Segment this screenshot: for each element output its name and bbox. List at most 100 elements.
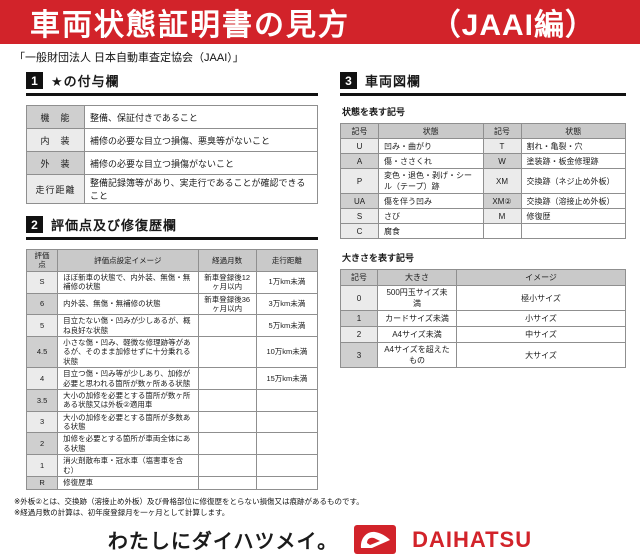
score-cell: 4.5 — [25, 335, 59, 369]
page-footer: わたしにダイハツメイ。 DAIHATSU — [0, 522, 640, 554]
score-cell: 2 — [25, 432, 59, 456]
daihatsu-wordmark: DAIHATSU — [412, 526, 533, 552]
symbol-cell: P — [340, 168, 379, 194]
table-row: 4 目立つ傷・凹み等が少しあり、加修が必要と思われる箇所が数ヶ所ある状態 15万… — [25, 367, 319, 390]
distance-cell — [255, 475, 319, 490]
state-cell: さび — [378, 208, 484, 224]
image-cell: 大サイズ — [456, 342, 626, 368]
desc-cell: 修復歴車 — [57, 475, 199, 490]
distance-cell: 1万km未満 — [255, 270, 319, 294]
daihatsu-slogan: わたしにダイハツメイ。 — [107, 531, 339, 554]
months-cell: 新車登録後12ヶ月以内 — [197, 270, 257, 294]
state-cell: 塗装跡・板金修理跡 — [520, 153, 626, 169]
section3-title: 車両図欄 — [365, 74, 422, 89]
table-row: 3.5 大小の加修を必要とする箇所が数ヶ所ある状態又は外板②適用車 — [25, 388, 319, 412]
table-row: 外 装 補修の必要な目立つ損傷がないこと — [26, 151, 318, 175]
score-cell: 5 — [25, 314, 59, 337]
desc-cell: 内外装、無傷・無補修の状態 — [57, 292, 199, 316]
criteria-label: 機 能 — [26, 105, 85, 129]
table-row: 6 内外装、無傷・無補修の状態 新車登録後36ヶ月以内 3万km未満 — [25, 292, 319, 316]
state-cell: 修復歴 — [520, 208, 626, 224]
state-cell: 交換跡（ネジ止め外板） — [520, 168, 626, 194]
image-cell: 極小サイズ — [456, 285, 626, 311]
desc-cell: 消火剤散布車・冠水車（塩害車を含む） — [57, 454, 199, 477]
table-row: 2 加修を必要とする箇所が車両全体にある状態 — [25, 432, 319, 456]
section3-number-badge: 3 — [340, 72, 357, 89]
table-row: A 傷・ささくれ W 塗装跡・板金修理跡 — [340, 153, 626, 169]
section2-number-badge: 2 — [26, 216, 43, 233]
footnote-line: ※経過月数の計算は、初年度登録月を一ヶ月として計算します。 — [14, 508, 230, 518]
distance-cell — [255, 432, 319, 456]
months-cell — [197, 388, 257, 412]
symbol-cell: A — [340, 153, 379, 169]
footnote-line: ※外板②とは、交換跡（溶接止め外板）及び骨格部位に修復歴をとらない損傷又は痕跡が… — [14, 496, 364, 506]
table-row: UA 傷を伴う凹み XM② 交換跡（溶接止め外板） — [340, 193, 626, 209]
size-cell: A4サイズを超えたもの — [377, 342, 457, 368]
size-cell: 500円玉サイズ未満 — [377, 285, 457, 311]
symbol-cell: 0 — [340, 285, 378, 311]
table-row: 3 大小の加修を必要とする箇所が多数ある状態 — [25, 410, 319, 434]
star-criteria-table: 機 能 整備、保証付きであること 内 装 補修の必要な目立つ損傷、悪臭等がないこ… — [26, 105, 318, 204]
table-row: 内 装 補修の必要な目立つ損傷、悪臭等がないこと — [26, 128, 318, 152]
column-header: 経過月数 — [197, 249, 257, 272]
state-cell: 傷・ささくれ — [378, 153, 484, 169]
table-row: 1 消火剤散布車・冠水車（塩害車を含む） — [25, 454, 319, 477]
criteria-desc: 補修の必要な目立つ損傷がないこと — [84, 151, 318, 175]
table-row: R 修復歴車 — [25, 475, 319, 490]
table-row: U 凹み・曲がり T 割れ・亀裂・穴 — [340, 138, 626, 154]
right-column: 3 車両図欄 状態を表す記号 記号 状態 記号 状態 U 凹み・曲がり T 割れ… — [340, 71, 626, 490]
daihatsu-mark-icon — [354, 525, 397, 554]
symbol-cell: 1 — [340, 310, 378, 327]
section2-heading: 2 評価点及び修復歴欄 — [26, 215, 318, 240]
desc-cell: 加修を必要とする箇所が車両全体にある状態 — [57, 432, 199, 456]
score-cell: 6 — [25, 292, 59, 316]
months-cell — [197, 432, 257, 456]
column-header: イメージ — [456, 269, 626, 286]
desc-cell: 目立つ傷・凹み等が少しあり、加修が必要と思われる箇所が数ヶ所ある状態 — [57, 367, 199, 390]
table-row: P 変色・退色・剥げ・シール（テープ）跡 XM 交換跡（ネジ止め外板） — [340, 168, 626, 194]
desc-cell: 小さな傷・凹み、軽微な修理跡等があるが、そのまま加修せずに十分乗れる状態 — [57, 335, 199, 369]
left-column: 1 ★の付与欄 機 能 整備、保証付きであること 内 装 補修の必要な目立つ損傷… — [25, 71, 319, 490]
symbol-cell: C — [340, 223, 379, 239]
months-cell: 新車登録後36ヶ月以内 — [197, 292, 257, 316]
table-row: 3 A4サイズを超えたもの 大サイズ — [340, 342, 626, 368]
criteria-desc: 整備、保証付きであること — [84, 105, 318, 129]
table-row: 2 A4サイズ未満 中サイズ — [340, 326, 626, 343]
months-cell — [197, 475, 257, 490]
symbol-cell: 3 — [340, 342, 378, 368]
table-row: S ほぼ新車の状態で、内外装、無傷・無補修の状態 新車登録後12ヶ月以内 1万k… — [25, 270, 319, 294]
section1-heading: 1 ★の付与欄 — [26, 71, 318, 96]
column-header: 状態 — [520, 123, 626, 139]
table-row: 5 目立たない傷・凹みが少しあるが、概ね良好な状態 5万km未満 — [25, 314, 319, 337]
score-cell: 1 — [25, 454, 59, 477]
size-cell: カードサイズ未満 — [377, 310, 457, 327]
column-header: 記号 — [340, 269, 378, 286]
state-cell: 変色・退色・剥げ・シール（テープ）跡 — [378, 168, 484, 194]
symbol-cell — [482, 223, 522, 239]
table-row: 走行距離 整備記録簿等があり、実走行であることが確認できること — [26, 174, 318, 204]
state-cell: 凹み・曲がり — [378, 138, 484, 154]
evaluation-score-table: 評価点 評価点設定イメージ 経過月数 走行距離 S ほぼ新車の状態で、内外装、無… — [25, 249, 319, 490]
size-symbols-label: 大きさを表す記号 — [342, 253, 415, 263]
size-symbols-table: 記号 大きさ イメージ 0 500円玉サイズ未満 極小サイズ 1 カードサイズ未… — [340, 269, 626, 368]
criteria-desc: 整備記録簿等があり、実走行であることが確認できること — [84, 174, 318, 204]
score-cell: 3.5 — [25, 388, 59, 412]
column-header: 記号 — [340, 123, 379, 139]
symbol-cell: M — [482, 208, 522, 224]
months-cell — [197, 454, 257, 477]
section2-title: 評価点及び修復歴欄 — [51, 218, 178, 233]
page-header: 車両状態証明書の見方 （JAAI編） — [0, 0, 640, 44]
symbol-cell: S — [340, 208, 379, 224]
main-content: 1 ★の付与欄 機 能 整備、保証付きであること 内 装 補修の必要な目立つ損傷… — [0, 67, 640, 490]
table-row: S さび M 修復歴 — [340, 208, 626, 224]
table-row: 機 能 整備、保証付きであること — [26, 105, 318, 129]
section1-number-badge: 1 — [26, 72, 43, 89]
symbol-cell: W — [482, 153, 522, 169]
state-cell: 交換跡（溶接止め外板） — [520, 193, 626, 209]
desc-cell: 大小の加修を必要とする箇所が数ヶ所ある状態又は外板②適用車 — [57, 388, 199, 412]
table-header-row: 記号 大きさ イメージ — [340, 269, 626, 286]
column-header: 評価点 — [25, 249, 59, 272]
distance-cell: 5万km未満 — [255, 314, 319, 337]
desc-cell: 大小の加修を必要とする箇所が多数ある状態 — [57, 410, 199, 434]
